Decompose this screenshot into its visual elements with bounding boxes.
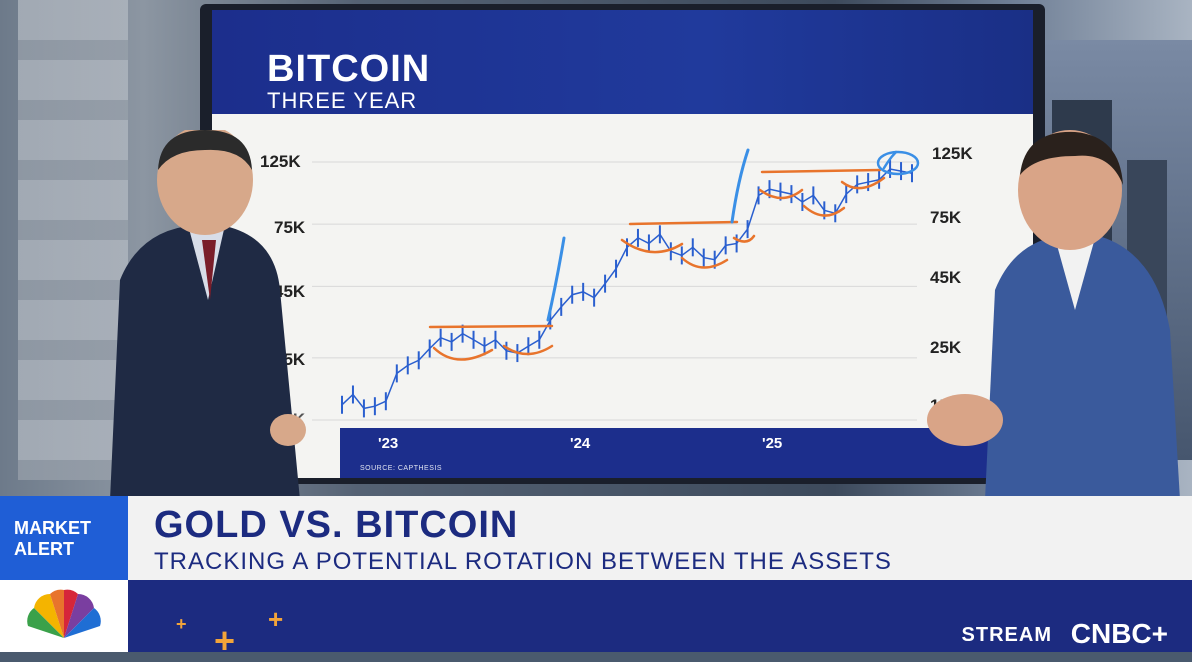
stream-label: STREAM	[961, 624, 1052, 646]
y-tick-label-right: 45K	[930, 268, 962, 287]
x-tick-label: '23	[378, 435, 399, 452]
base-arc	[758, 188, 804, 200]
y-tick-label-right: 125K	[932, 144, 973, 163]
base-arc	[680, 256, 729, 269]
base-arc	[432, 346, 494, 361]
market-alert-badge: MARKET ALERT	[0, 496, 128, 580]
base-arc	[840, 176, 886, 190]
y-tick-label-left: 125K	[260, 152, 301, 171]
x-tick-label: '24	[570, 435, 591, 452]
base-arc	[620, 238, 684, 254]
source-note: SOURCE: CAPTHESIS	[360, 465, 443, 472]
video-wall: BITCOIN THREE YEAR '23 '24 '25 SOURCE: C…	[200, 4, 1045, 484]
headline: GOLD VS. BITCOIN	[154, 504, 519, 546]
resistance-line	[428, 324, 554, 329]
board-header: BITCOIN THREE YEAR	[212, 10, 1033, 114]
breakout-stroke	[546, 236, 566, 322]
y-tick-label-left: 45K	[274, 282, 306, 301]
breakout-stroke	[730, 148, 750, 224]
lower-third: MARKET ALERT GOLD VS. BITCOIN TRACKING A…	[0, 496, 1192, 661]
decor-plus: +	[268, 604, 284, 634]
price-line	[341, 168, 913, 410]
board-subtitle: THREE YEAR	[267, 88, 418, 113]
decor-plus: +	[176, 614, 187, 634]
cnbc-plus-brand: CNBC+	[1070, 618, 1168, 649]
analyst-right	[927, 130, 1180, 500]
resistance-line	[760, 168, 882, 174]
subheadline: TRACKING A POTENTIAL ROTATION BETWEEN TH…	[154, 548, 892, 575]
decor-plus: +	[214, 620, 236, 661]
y-tick-label-left: 75K	[274, 218, 306, 237]
highlight-circle	[876, 150, 920, 176]
board-title: BITCOIN	[267, 48, 431, 90]
base-arc	[502, 344, 554, 356]
resistance-line	[628, 220, 739, 226]
studio-pillar	[18, 0, 128, 480]
price-chart	[312, 148, 920, 421]
chart-board: BITCOIN THREE YEAR '23 '24 '25 SOURCE: C…	[212, 10, 1033, 478]
y-tick-label-right: 75K	[930, 208, 962, 227]
y-tick-label-right: 25K	[930, 338, 962, 357]
base-arc	[802, 204, 846, 217]
headline-panel: GOLD VS. BITCOIN TRACKING A POTENTIAL RO…	[128, 496, 1192, 580]
peacock-icon	[27, 589, 101, 638]
x-tick-label: '25	[762, 435, 783, 452]
x-axis-bar	[340, 428, 1033, 478]
network-logo	[0, 580, 128, 652]
base-arc	[732, 234, 756, 243]
anchor-left	[110, 130, 306, 500]
